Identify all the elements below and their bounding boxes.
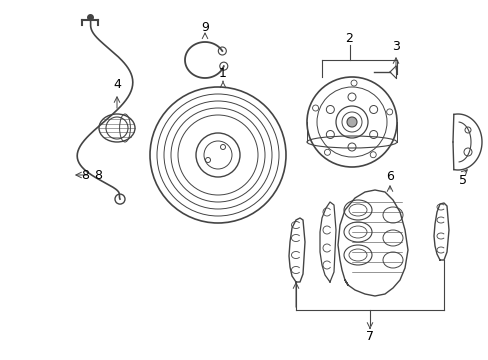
Text: 9: 9 [201,21,208,33]
Text: 5: 5 [458,174,466,186]
Text: 3: 3 [391,40,399,53]
Text: 8: 8 [81,168,89,181]
Text: 2: 2 [345,32,353,45]
Text: 1: 1 [219,67,226,80]
Text: 6: 6 [385,170,393,183]
Text: 7: 7 [365,330,373,343]
Circle shape [346,117,356,127]
Text: 4: 4 [113,77,121,90]
Text: 8: 8 [94,168,102,181]
